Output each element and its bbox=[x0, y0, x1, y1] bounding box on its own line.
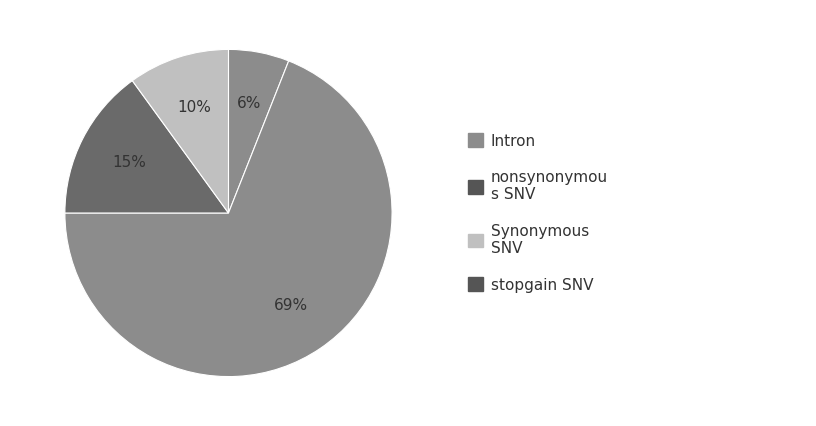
Text: 10%: 10% bbox=[177, 100, 211, 115]
Wedge shape bbox=[228, 49, 289, 213]
Text: 69%: 69% bbox=[274, 297, 308, 313]
Wedge shape bbox=[65, 81, 228, 213]
Text: 6%: 6% bbox=[237, 96, 261, 111]
Wedge shape bbox=[132, 49, 228, 213]
Wedge shape bbox=[65, 61, 392, 377]
Text: 15%: 15% bbox=[113, 155, 146, 170]
Legend: Intron, nonsynonymou
s SNV, Synonymous
SNV, stopgain SNV: Intron, nonsynonymou s SNV, Synonymous S… bbox=[464, 130, 610, 296]
